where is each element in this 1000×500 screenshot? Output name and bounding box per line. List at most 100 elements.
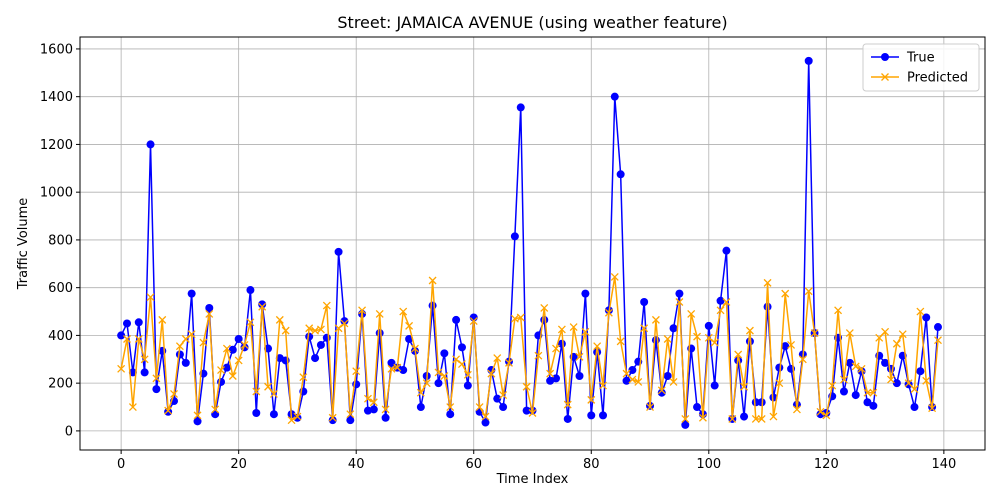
data-point-predicted <box>211 405 220 414</box>
data-point-true <box>193 417 202 426</box>
data-point-true <box>128 368 137 377</box>
data-point-predicted <box>763 278 772 287</box>
series-layer <box>117 56 942 429</box>
x-tick-label: 20 <box>230 457 247 472</box>
axis-ticks: 0 20 40 60 80 100 120 1400200400600800100012001… <box>40 42 956 472</box>
data-point-predicted <box>134 335 143 343</box>
data-point-predicted <box>334 324 343 333</box>
data-point-true <box>152 385 161 394</box>
data-point-predicted <box>117 364 126 373</box>
data-point-true <box>839 387 848 396</box>
data-point-true <box>540 315 549 324</box>
data-point-true <box>369 405 378 414</box>
data-point-predicted <box>416 388 425 397</box>
data-point-predicted <box>675 298 684 306</box>
data-point-true <box>228 345 237 354</box>
data-point-predicted <box>328 413 337 422</box>
data-point-predicted <box>604 308 613 317</box>
data-point-predicted <box>693 332 702 341</box>
data-point-true <box>117 331 126 340</box>
y-tick-label: 1000 <box>40 186 73 201</box>
data-point-true <box>428 301 437 310</box>
data-point-true <box>452 315 461 324</box>
y-tick-label: 200 <box>48 377 73 392</box>
data-point-predicted <box>610 272 619 281</box>
data-point-predicted <box>399 307 408 316</box>
data-point-true <box>892 379 901 388</box>
data-point-predicted <box>411 344 419 353</box>
data-point-true <box>416 403 425 412</box>
data-point-true <box>622 376 631 385</box>
data-point-predicted <box>622 369 631 378</box>
data-point-true <box>651 336 660 345</box>
data-point-true <box>610 92 619 101</box>
data-point-true <box>863 398 872 407</box>
data-point-true <box>340 317 349 326</box>
data-point-predicted <box>804 287 813 296</box>
data-point-predicted <box>264 382 273 391</box>
data-point-true <box>463 381 472 390</box>
data-point-predicted <box>322 301 331 310</box>
data-point-predicted <box>840 375 848 384</box>
data-point-true <box>440 349 449 358</box>
data-point-predicted <box>563 400 572 409</box>
data-point-true <box>164 407 173 416</box>
plot-area-frame <box>79 36 986 451</box>
data-point-predicted <box>722 298 731 306</box>
data-point-predicted <box>681 415 690 423</box>
data-point-true <box>581 289 590 298</box>
data-point-predicted <box>152 374 161 383</box>
data-point-predicted <box>634 378 643 386</box>
data-point-true <box>140 368 149 377</box>
y-tick-label: 1600 <box>40 42 73 57</box>
data-point-true <box>375 329 384 338</box>
series-predicted <box>117 272 942 425</box>
data-point-true <box>499 403 508 412</box>
data-point-true <box>446 410 455 419</box>
data-point-predicted <box>910 385 919 394</box>
data-point-true <box>387 358 396 367</box>
y-tick-label: 600 <box>48 281 73 296</box>
data-point-predicted <box>687 309 696 318</box>
x-tick-label: 100 <box>696 457 721 472</box>
data-point-predicted <box>875 333 884 342</box>
data-point-predicted <box>581 327 590 336</box>
data-point-predicted <box>228 372 237 380</box>
data-point-predicted <box>646 403 654 411</box>
data-point-predicted <box>922 376 931 385</box>
data-point-predicted <box>834 306 843 315</box>
y-tick-label: 1400 <box>40 90 73 105</box>
data-point-predicted <box>187 330 196 339</box>
data-point-predicted <box>458 360 466 369</box>
data-point-predicted <box>234 356 243 365</box>
data-point-predicted <box>781 289 790 298</box>
legend: True Predicted <box>862 43 980 92</box>
legend-marker-true <box>881 53 889 61</box>
data-point-true <box>205 303 214 312</box>
data-point-predicted <box>810 329 819 337</box>
data-point-predicted <box>381 405 390 414</box>
data-point-predicted <box>311 326 320 335</box>
data-point-predicted <box>928 404 937 413</box>
data-point-true <box>599 411 608 420</box>
data-point-predicted <box>851 362 860 371</box>
data-point-predicted <box>363 394 372 403</box>
data-point-predicted <box>916 307 925 316</box>
data-point-true <box>481 418 490 427</box>
data-point-true <box>434 379 443 388</box>
data-point-predicted <box>393 363 402 372</box>
data-point-predicted <box>181 335 190 343</box>
data-point-true <box>575 371 584 380</box>
data-point-predicted <box>728 415 737 423</box>
data-point-predicted <box>663 335 672 343</box>
data-point-true <box>710 381 719 390</box>
data-point-predicted <box>798 355 807 364</box>
data-point-true <box>510 232 519 241</box>
data-point-true <box>669 324 678 333</box>
data-point-true <box>399 366 408 375</box>
data-point-predicted <box>487 369 496 378</box>
data-point-true <box>933 323 942 332</box>
data-point-true <box>269 410 278 419</box>
data-point-predicted <box>599 381 607 390</box>
data-point-true <box>716 296 725 305</box>
